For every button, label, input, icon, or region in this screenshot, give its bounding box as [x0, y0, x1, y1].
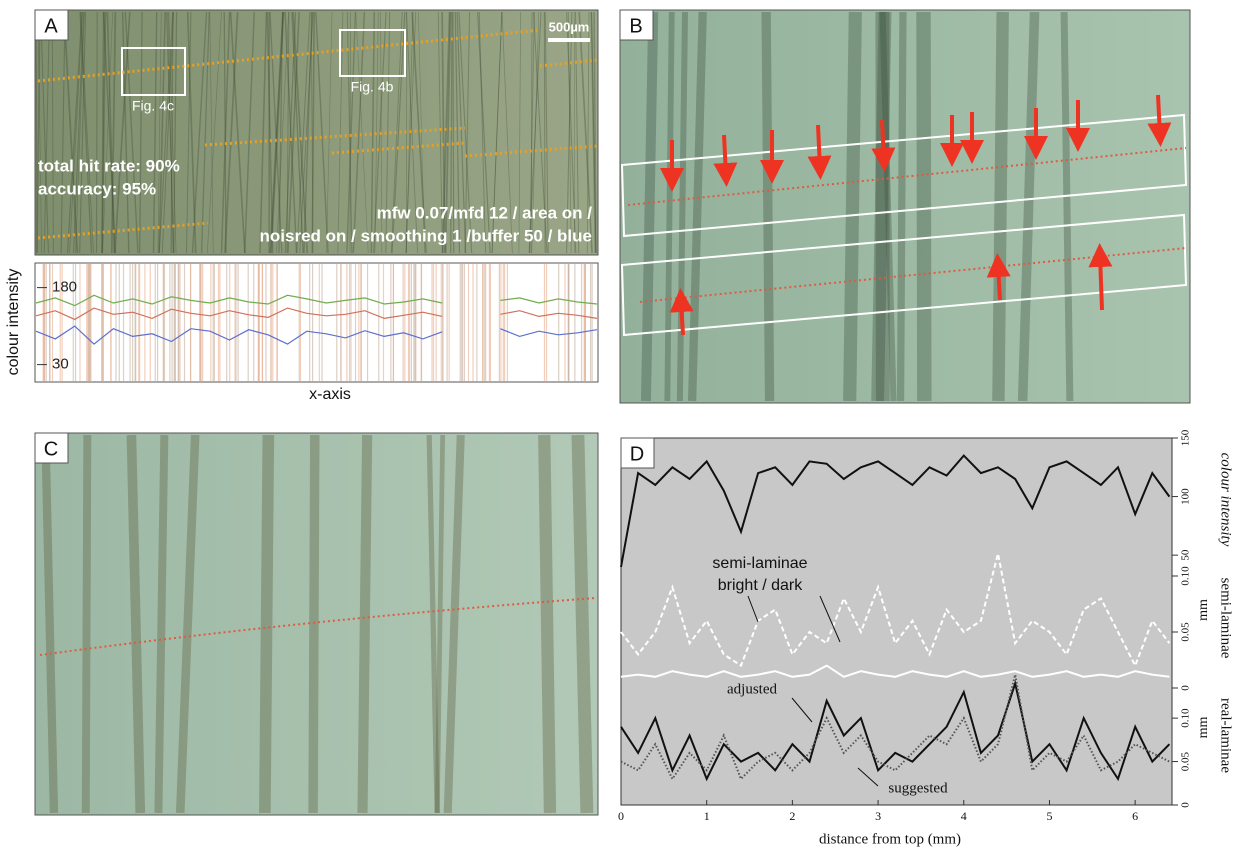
- x-tick-label: 4: [961, 809, 967, 823]
- y-tick-label: 0: [1180, 802, 1192, 808]
- settings: noisred on / smoothing 1 /buffer 50 / bl…: [260, 226, 592, 245]
- arrow: [1100, 255, 1102, 310]
- y-tick-label: 0.10: [1180, 566, 1192, 586]
- y-unit: mm: [1196, 717, 1211, 739]
- x-tick-label: 3: [875, 809, 881, 823]
- texture: [86, 435, 88, 813]
- y-tick-label: 30: [52, 356, 69, 373]
- y-tick-label: 0: [1180, 685, 1192, 691]
- texture: [544, 435, 550, 813]
- arrow: [818, 125, 820, 168]
- box-label: Fig. 4b: [351, 79, 394, 95]
- arrow: [724, 135, 726, 175]
- y-tick-label: 100: [1180, 488, 1192, 505]
- x-axis-label: distance from top (mm): [819, 831, 961, 847]
- panel-d-plot: [621, 438, 1172, 805]
- y-tick-label: 0.05: [1180, 622, 1192, 642]
- y-tick-label: 150: [1180, 429, 1192, 446]
- panel-label: C: [44, 438, 58, 460]
- panel-label: A: [44, 15, 58, 37]
- annotation: suggested: [888, 780, 948, 796]
- x-tick-label: 1: [704, 809, 710, 823]
- texture: [265, 435, 268, 813]
- texture: [313, 435, 315, 813]
- y-tick-label: 180: [52, 279, 77, 296]
- x-tick-label: 0: [618, 809, 624, 823]
- y-axis-label: semi-laminae: [1218, 578, 1234, 659]
- annotation: bright / dark: [718, 577, 803, 594]
- x-tick-label: 2: [789, 809, 795, 823]
- texture: [998, 12, 1002, 401]
- arrow: [681, 300, 683, 335]
- y-tick-label: 0.05: [1180, 751, 1192, 771]
- annotation: semi-laminae: [712, 555, 807, 572]
- texture: [901, 12, 903, 401]
- arrow: [1158, 95, 1160, 135]
- y-unit: mm: [1196, 599, 1211, 621]
- x-tick-label: 6: [1132, 809, 1138, 823]
- annotation: adjusted: [727, 681, 777, 697]
- box-label: Fig. 4c: [132, 98, 174, 114]
- scale-label: 500µm: [549, 19, 590, 34]
- texture: [766, 12, 769, 401]
- y-axis-label: colour intensity: [1218, 453, 1234, 547]
- panel-label: D: [630, 443, 644, 465]
- settings: mfw 0.07/mfd 12 / area on /: [377, 203, 593, 222]
- y-tick-label: 0.10: [1180, 708, 1192, 728]
- texture: [850, 12, 856, 401]
- texture: [923, 12, 924, 401]
- y-tick-label: 50: [1180, 549, 1192, 561]
- y-axis-label: real-laminae: [1218, 698, 1234, 773]
- texture: [578, 435, 587, 813]
- x-axis-label: x-axis: [309, 386, 351, 403]
- texture: [97, 12, 98, 253]
- x-tick-label: 5: [1046, 809, 1052, 823]
- arrow: [998, 265, 1000, 300]
- arrow: [882, 120, 884, 160]
- stat: accuracy: 95%: [38, 179, 156, 198]
- texture: [362, 435, 367, 813]
- y-axis-label: colour intensity: [5, 269, 22, 376]
- stat: total hit rate: 90%: [38, 156, 180, 175]
- panel-label: B: [629, 15, 642, 37]
